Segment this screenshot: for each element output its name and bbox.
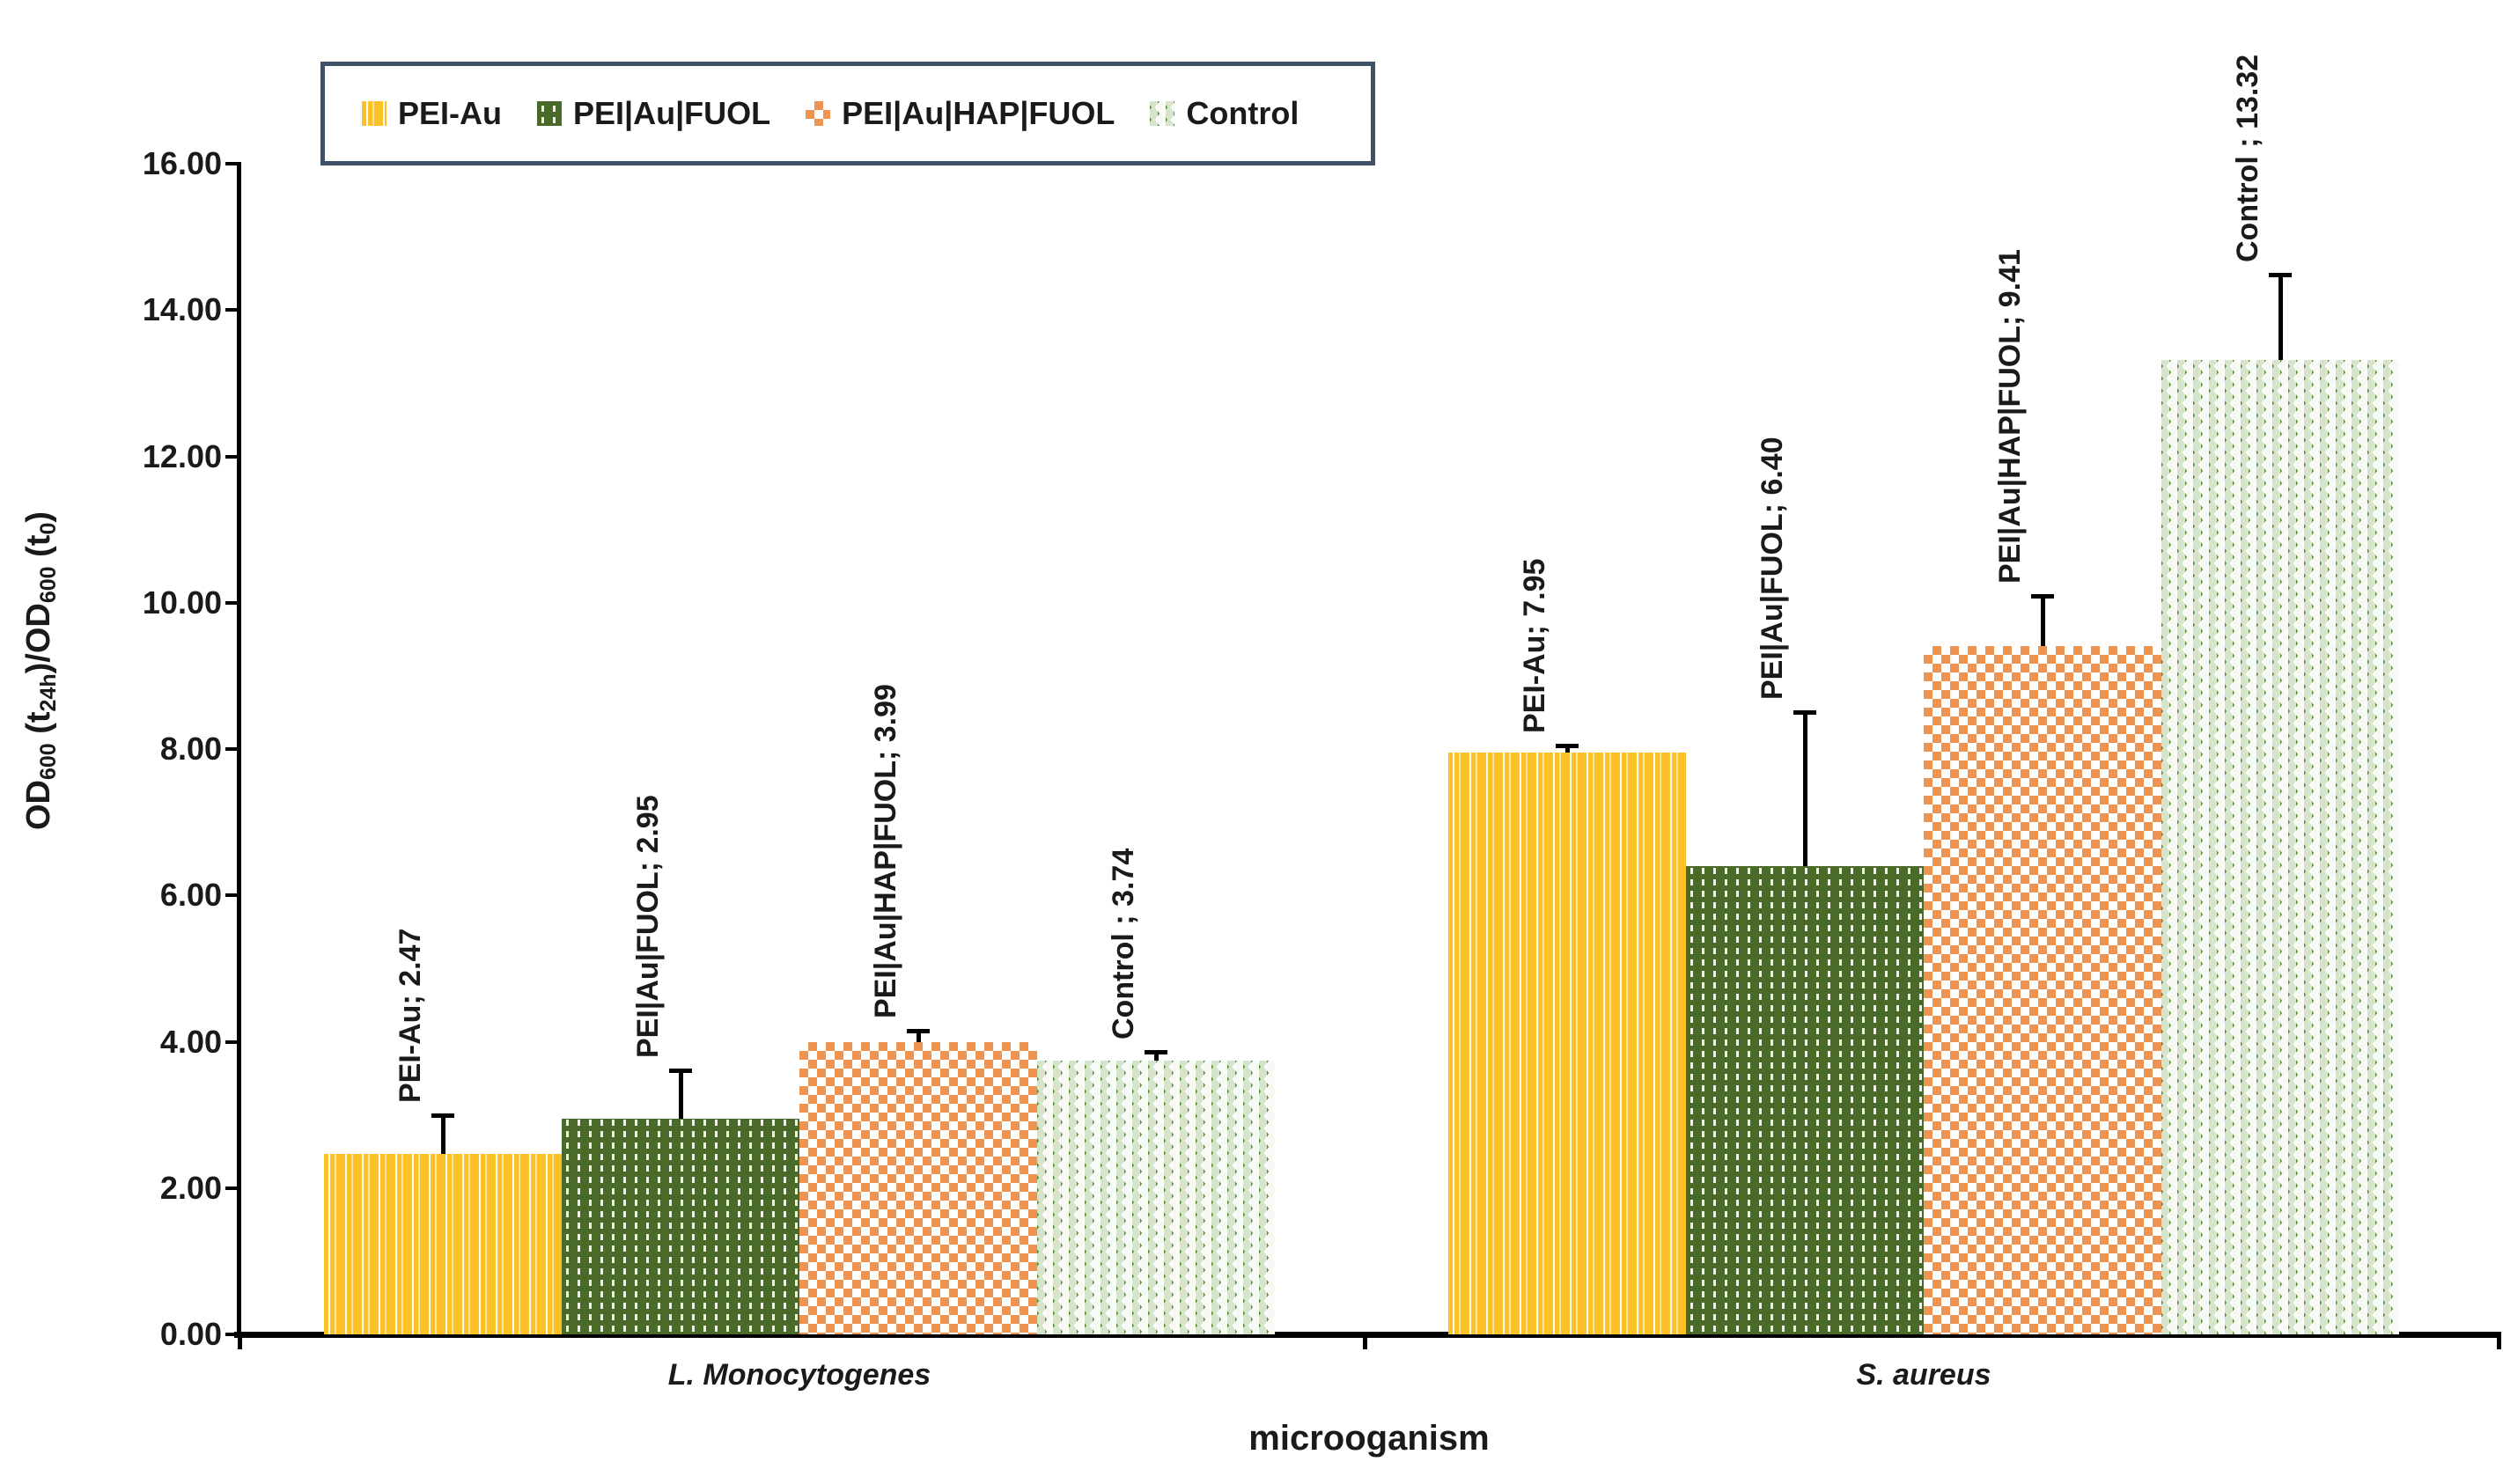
error-bar-cap	[2269, 273, 2292, 278]
error-bar-cap	[431, 1113, 454, 1119]
legend-label: Control	[1186, 95, 1299, 131]
y-axis-tick	[225, 308, 239, 312]
legend-label: PEI|Au|FUOL	[573, 95, 771, 131]
point-label: PEI-Au; 2.47	[394, 929, 427, 1104]
x-axis-line	[234, 1332, 2501, 1338]
bar-pei-au-fuol-2[interactable]	[1686, 866, 1924, 1334]
error-bar-line	[1154, 1052, 1159, 1062]
y-axis-title-subscript: 0	[36, 522, 61, 535]
y-axis-tick-label: 2.00	[159, 1169, 222, 1206]
bar-control-2[interactable]	[2161, 359, 2399, 1334]
y-axis-tick-label: 6.00	[159, 877, 222, 914]
point-label: Control ; 13.32	[2231, 55, 2264, 263]
legend-swatch-icon	[362, 101, 386, 126]
y-axis-title: OD600 (t24h)/OD600 (t0)	[20, 511, 61, 830]
legend-swatch-icon	[1150, 101, 1175, 126]
legend-swatch-icon	[537, 101, 563, 126]
point-label: PEI-Au; 7.95	[1518, 558, 1551, 733]
y-axis-tick	[225, 1040, 239, 1044]
x-axis-tick	[2497, 1334, 2501, 1349]
legend-item-pei-au-hap-fuol[interactable]: PEI|Au|HAP|FUOL	[806, 96, 1115, 131]
error-bar-cap	[1556, 743, 1579, 748]
y-axis-tick-label: 14.00	[142, 291, 222, 328]
legend-item-pei-au-fuol[interactable]: PEI|Au|FUOL	[537, 96, 770, 131]
legend-label: PEI-Au	[398, 95, 503, 131]
error-bar-line	[441, 1115, 445, 1154]
legend-swatch-icon	[806, 101, 831, 126]
y-axis-title-segment: )/OD	[20, 603, 57, 674]
y-axis-tick	[225, 1186, 239, 1190]
bar-pei-au-hap-fuol-2[interactable]	[1924, 645, 2161, 1334]
bar-pei-au-hap-fuol-1[interactable]	[799, 1042, 1037, 1334]
point-label: Control ; 3.74	[1107, 848, 1140, 1040]
point-label: PEI|Au|FUOL; 2.95	[631, 795, 665, 1058]
error-bar-line	[2278, 275, 2283, 360]
error-bar-cap	[907, 1029, 930, 1034]
point-label: PEI|Au|FUOL; 6.40	[1756, 437, 1789, 701]
y-axis-tick	[225, 162, 239, 165]
bar-pei-au-2[interactable]	[1448, 753, 1686, 1334]
error-bar-line	[917, 1031, 921, 1043]
y-axis-title-segment: (t	[20, 711, 57, 744]
y-axis-tick	[225, 747, 239, 751]
y-axis-tick-label: 12.00	[142, 437, 222, 474]
y-axis-tick-label: 16.00	[142, 145, 222, 181]
y-axis-tick	[225, 454, 239, 459]
legend-item-control[interactable]: Control	[1150, 96, 1299, 131]
error-bar-cap	[2031, 594, 2054, 599]
y-axis-title-subscript: 600	[36, 743, 61, 781]
error-bar-cap	[1145, 1050, 1167, 1055]
legend: PEI-Au PEI|Au|FUOL PEI|Au|HAP|FUOL Control	[320, 62, 1375, 165]
error-bar-line	[1803, 712, 1807, 866]
bar-pei-au-1[interactable]	[324, 1153, 562, 1334]
x-axis-tick	[238, 1334, 242, 1349]
error-bar-line	[679, 1069, 683, 1119]
x-axis-title: microoganism	[1248, 1419, 1490, 1458]
y-axis-title-subscript: 600	[36, 566, 61, 604]
y-axis-tick-label: 8.00	[159, 731, 222, 767]
point-label: PEI|Au|HAP|FUOL; 3.99	[869, 684, 902, 1019]
error-bar-line	[2041, 596, 2045, 646]
bar-control-1[interactable]	[1037, 1061, 1275, 1334]
bar-pei-au-fuol-1[interactable]	[562, 1118, 799, 1334]
y-axis-tick	[225, 893, 239, 898]
y-axis-tick-label: 4.00	[159, 1023, 222, 1060]
error-bar-cap	[669, 1068, 692, 1073]
y-axis-tick	[225, 1333, 239, 1336]
y-axis-title-segment: )	[20, 511, 57, 523]
y-axis-tick	[225, 600, 239, 605]
y-axis-title-segment: (t	[20, 534, 57, 567]
y-axis-title-segment: OD	[20, 780, 57, 831]
category-label-2: S. aureus	[1856, 1358, 1991, 1392]
legend-item-pei-au[interactable]: PEI-Au	[362, 96, 502, 131]
y-axis-tick-label: 10.00	[142, 584, 222, 621]
legend-label: PEI|Au|HAP|FUOL	[842, 95, 1115, 131]
x-axis-tick	[1363, 1334, 1367, 1349]
category-label-1: L. Monocytogenes	[667, 1358, 931, 1392]
point-label: PEI|Au|HAP|FUOL; 9.41	[1993, 249, 2027, 584]
error-bar-cap	[1793, 710, 1816, 716]
error-bar-line	[1565, 745, 1570, 753]
y-axis-tick-label: 0.00	[159, 1316, 222, 1352]
y-axis-title-subscript: 24h	[36, 673, 61, 712]
